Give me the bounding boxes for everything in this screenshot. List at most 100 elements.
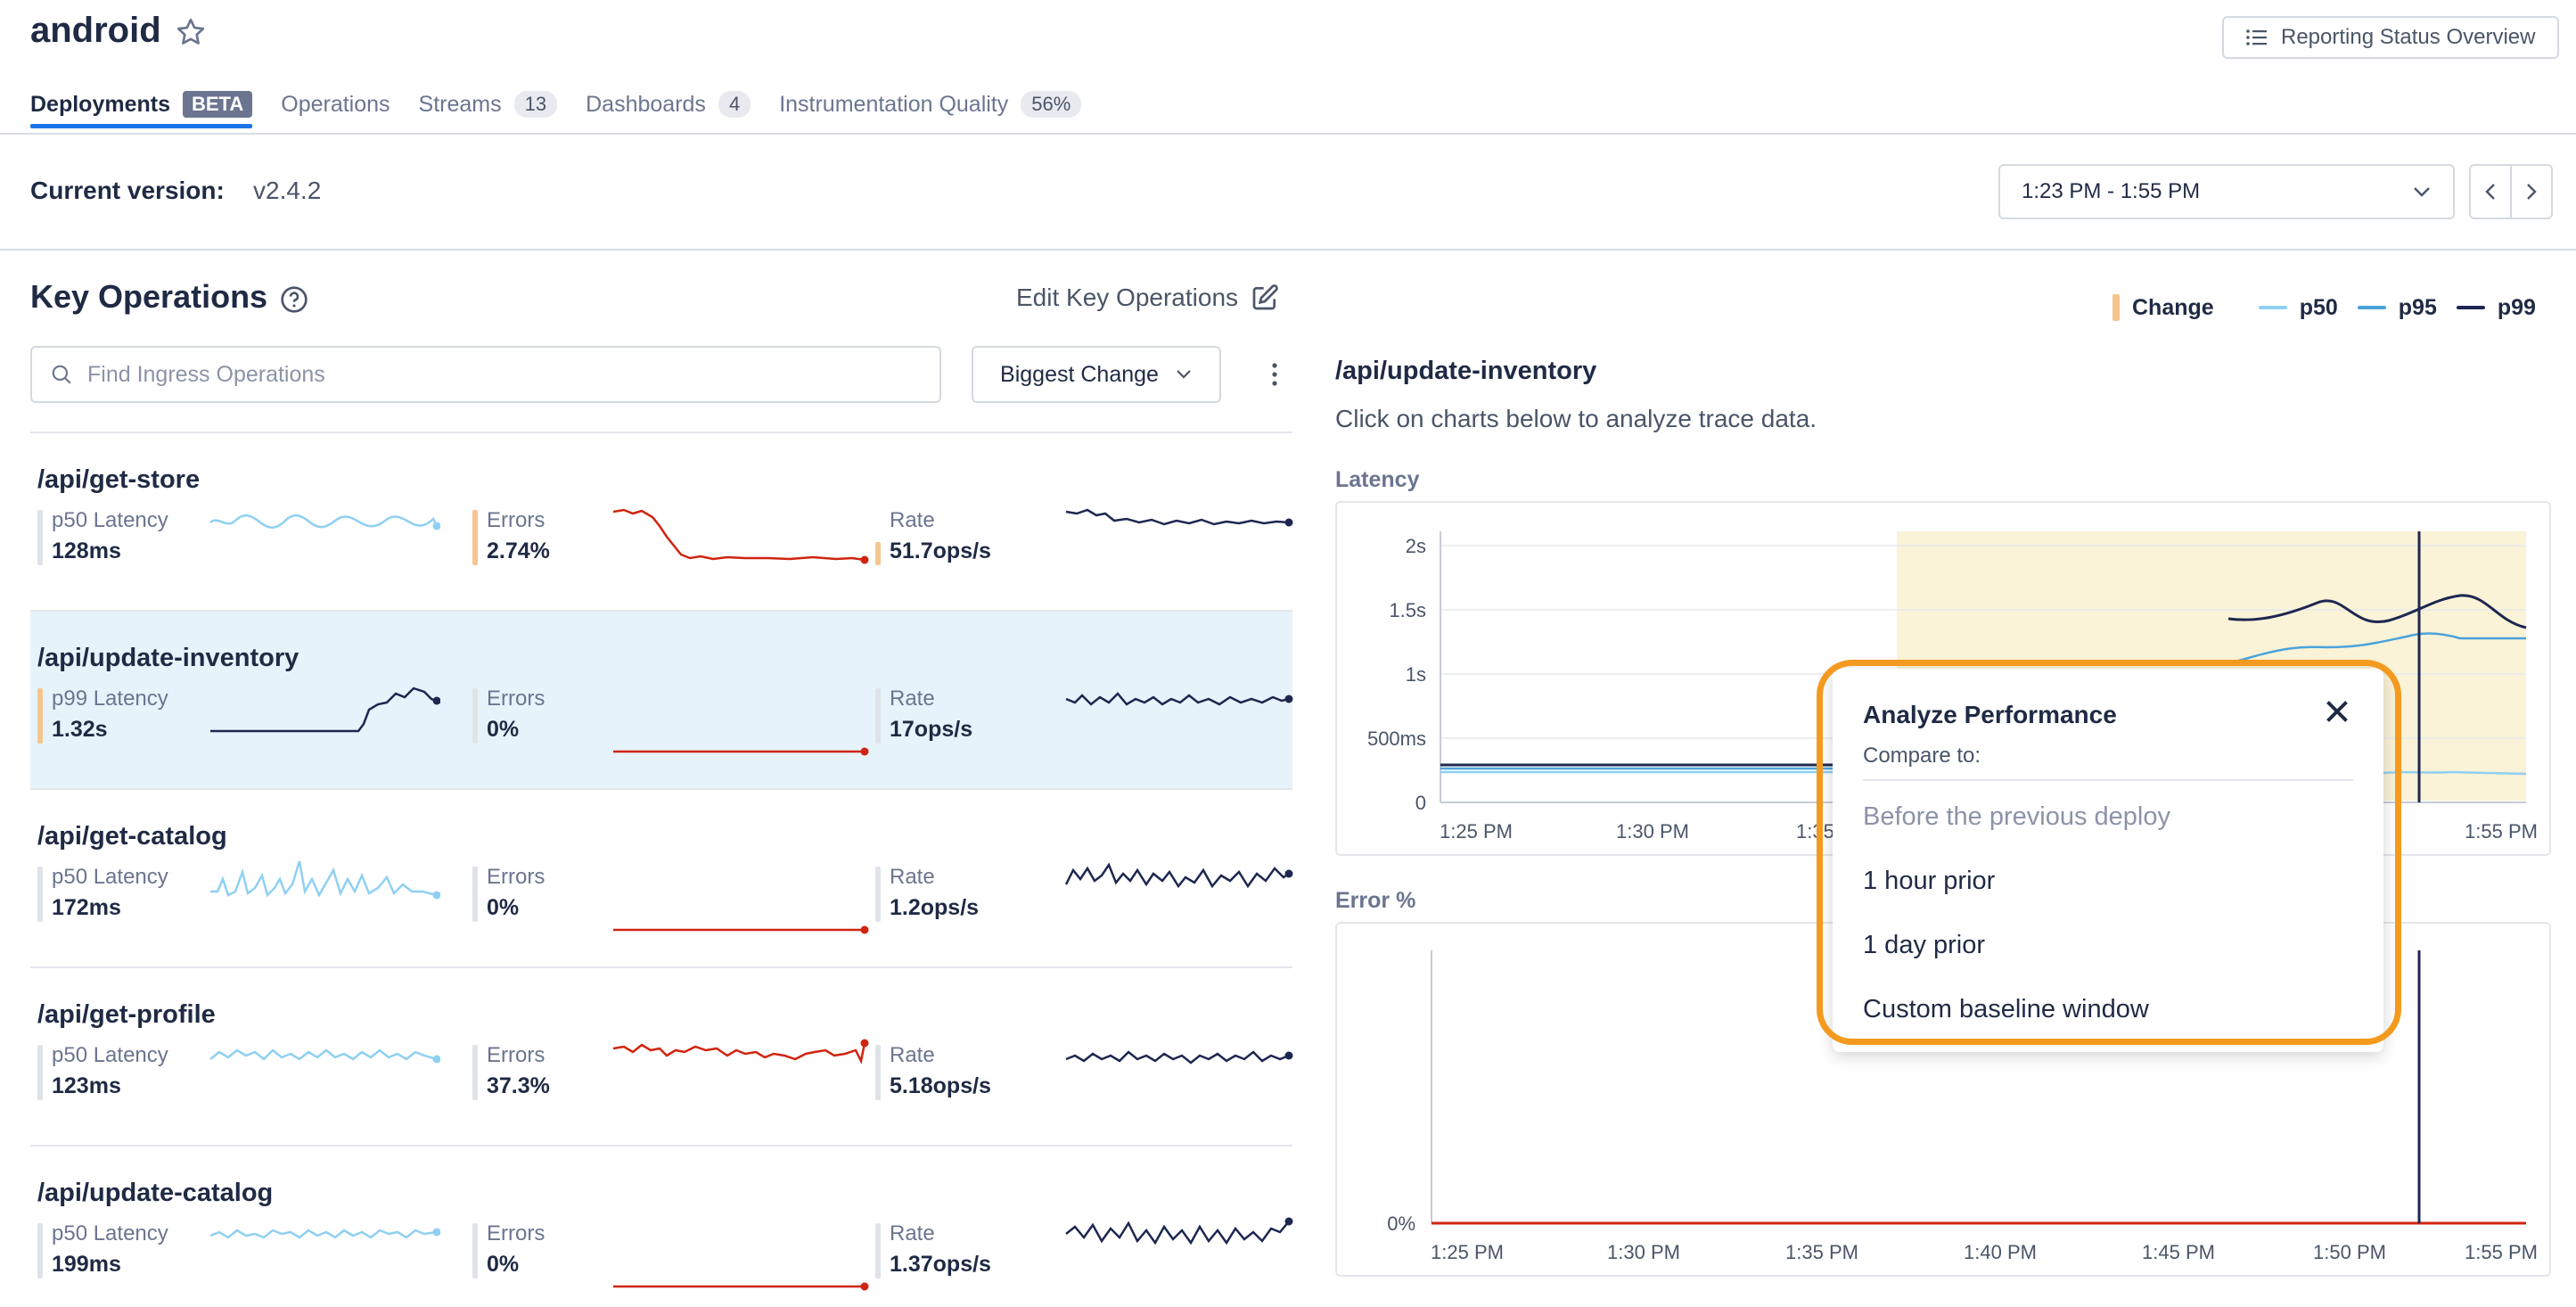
errors-value: 0% <box>487 717 520 742</box>
errors-label: Errors <box>487 865 546 889</box>
legend-p99-label: p99 <box>2497 294 2536 320</box>
operation-name: /api/get-catalog <box>37 822 227 851</box>
latency-label: p50 Latency <box>52 865 168 889</box>
rate-sparkline[interactable] <box>1064 683 1296 719</box>
errors-indicator <box>472 1223 478 1278</box>
time-range-select[interactable]: 1:23 PM - 1:55 PM <box>1998 164 2455 219</box>
errors-value: 0% <box>487 1252 520 1277</box>
rate-sparkline[interactable] <box>1064 1211 1296 1255</box>
tab-instrumentation-quality[interactable]: Instrumentation Quality 56% <box>779 82 1082 127</box>
x-tick: 1:55 PM <box>2465 1241 2538 1263</box>
option-1-day-prior[interactable]: 1 day prior <box>1863 931 1986 959</box>
next-time-button[interactable] <box>2512 166 2551 218</box>
latency-chart-label: Latency <box>1335 467 1420 492</box>
tab-deployments[interactable]: Deployments BETA <box>30 82 253 128</box>
time-nav <box>2469 164 2553 219</box>
legend-p99: p99 <box>2456 294 2536 321</box>
y-tick: 0% <box>1387 1212 1415 1235</box>
edit-key-operations-button[interactable]: Edit Key Operations <box>1016 284 1279 312</box>
operation-row-selected[interactable]: /api/update-inventory p99 Latency 1.32s … <box>30 610 1293 788</box>
latency-sparkline[interactable] <box>209 1040 440 1075</box>
operation-row[interactable]: /api/get-profile p50 Latency 123ms Error… <box>30 966 1293 1145</box>
chevron-down-icon <box>1177 370 1191 379</box>
rate-value: 5.18ops/s <box>890 1073 991 1098</box>
errors-value: 0% <box>487 895 520 920</box>
errors-indicator <box>472 688 478 744</box>
previous-time-button[interactable] <box>2471 166 2512 218</box>
operation-row[interactable]: /api/get-catalog p50 Latency 172ms Error… <box>30 788 1293 966</box>
latency-sparkline[interactable] <box>209 505 440 540</box>
key-operations-list: /api/get-store p50 Latency 128ms Errors … <box>30 432 1293 1307</box>
errors-sparkline[interactable] <box>611 505 870 567</box>
rate-sparkline[interactable] <box>1064 505 1296 540</box>
error-chart-label: Error % <box>1335 888 1416 913</box>
legend-change-label: Change <box>2132 294 2214 320</box>
x-tick: 1:30 PM <box>1607 1241 1680 1263</box>
legend-p50: p50 <box>2258 294 2338 321</box>
latency-sparkline[interactable] <box>209 852 440 906</box>
legend-change: Change <box>2112 294 2214 321</box>
search-placeholder: Find Ingress Operations <box>87 361 325 387</box>
option-custom-baseline-window[interactable]: Custom baseline window <box>1863 995 2149 1023</box>
latency-metric: p50 Latency 123ms <box>37 1041 168 1106</box>
x-tick: 1:35 PM <box>1785 1241 1858 1263</box>
latency-indicator <box>37 1045 43 1100</box>
error-chart-svg[interactable]: 0% 1:25 PM 1:30 PM 1:35 PM 1:40 PM 1:45 … <box>1337 924 2553 1278</box>
latency-metric: p50 Latency 172ms <box>37 863 168 927</box>
latency-value: 1.32s <box>52 717 108 742</box>
reporting-status-button[interactable]: Reporting Status Overview <box>2222 16 2559 59</box>
errors-sparkline[interactable] <box>611 1280 870 1293</box>
star-icon[interactable] <box>175 16 207 48</box>
option-before-previous-deploy[interactable]: Before the previous deploy <box>1863 802 2170 831</box>
latency-metric: p50 Latency 128ms <box>37 506 168 571</box>
help-icon[interactable] <box>280 285 308 314</box>
rate-value: 17ops/s <box>890 717 973 742</box>
sort-select[interactable]: Biggest Change <box>972 346 1221 403</box>
latency-sparkline[interactable] <box>209 674 440 738</box>
operation-name: /api/update-inventory <box>37 644 299 672</box>
operation-row[interactable]: /api/update-catalog p50 Latency 199ms Er… <box>30 1145 1293 1307</box>
errors-sparkline[interactable] <box>611 745 870 758</box>
x-tick: 1:50 PM <box>2313 1241 2386 1263</box>
latency-sparkline[interactable] <box>209 1218 440 1254</box>
search-input[interactable]: Find Ingress Operations <box>30 346 941 403</box>
latency-indicator <box>37 867 43 922</box>
operation-row[interactable]: /api/get-store p50 Latency 128ms Errors … <box>30 432 1293 610</box>
tab-label: Deployments <box>30 91 170 117</box>
errors-indicator <box>472 1045 478 1100</box>
errors-label: Errors <box>487 508 546 532</box>
legend-p50-label: p50 <box>2299 294 2338 320</box>
rate-sparkline[interactable] <box>1064 1040 1296 1075</box>
current-version-label: Current version: <box>30 177 225 204</box>
more-options-icon[interactable] <box>1257 357 1292 392</box>
rate-indicator <box>875 1223 881 1278</box>
latency-value: 128ms <box>52 538 121 563</box>
y-tick: 2s <box>1406 535 1426 557</box>
latency-indicator <box>37 510 43 565</box>
popup-divider <box>1863 779 2353 781</box>
errors-sparkline[interactable] <box>611 924 870 936</box>
option-1-hour-prior[interactable]: 1 hour prior <box>1863 867 1996 895</box>
errors-metric: Errors 37.3% <box>472 1041 550 1106</box>
errors-sparkline[interactable] <box>611 1036 870 1072</box>
time-range-value: 1:23 PM - 1:55 PM <box>2022 179 2201 203</box>
beta-badge: BETA <box>182 91 253 118</box>
errors-indicator <box>472 510 478 565</box>
rate-metric: Rate 17ops/s <box>875 685 972 749</box>
errors-indicator <box>472 867 478 922</box>
tab-dashboards[interactable]: Dashboards 4 <box>586 82 751 127</box>
chevron-left-icon <box>2485 184 2495 200</box>
rate-value: 51.7ops/s <box>890 538 991 563</box>
count-badge: 4 <box>718 91 751 118</box>
tab-bar: Deployments BETA Operations Streams 13 D… <box>30 82 1082 136</box>
tab-streams[interactable]: Streams 13 <box>419 82 558 127</box>
legend-p95: p95 <box>2357 294 2437 321</box>
legend-p95-label: p95 <box>2398 294 2437 320</box>
operation-name: /api/get-profile <box>37 1000 216 1029</box>
errors-metric: Errors 0% <box>472 863 545 927</box>
tab-operations[interactable]: Operations <box>281 82 390 127</box>
latency-value: 172ms <box>52 895 121 920</box>
latency-label: p99 Latency <box>52 686 168 711</box>
rate-sparkline[interactable] <box>1064 854 1296 899</box>
close-icon[interactable] <box>2321 695 2353 727</box>
